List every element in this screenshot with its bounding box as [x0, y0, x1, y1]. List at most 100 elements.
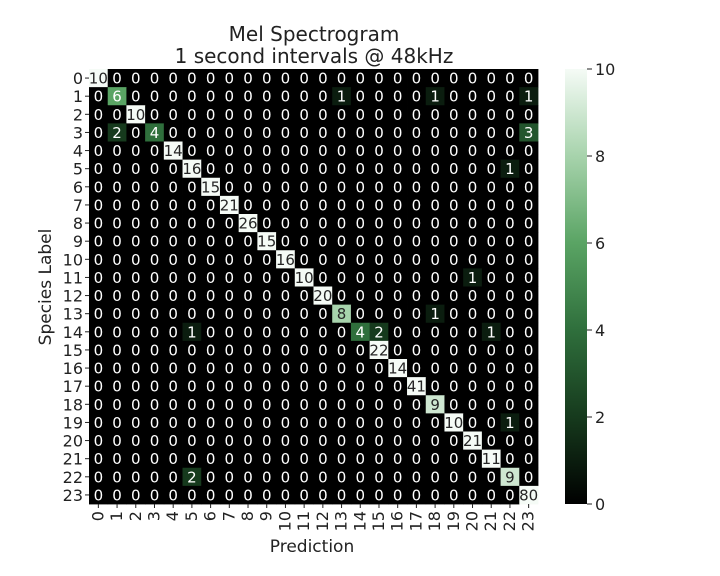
heatmap-cell	[294, 359, 314, 378]
cell-value-label: 0	[430, 178, 440, 196]
heatmap-cell	[313, 159, 333, 179]
heatmap-cell	[294, 467, 314, 487]
cell-value-label: 0	[486, 142, 496, 160]
heatmap-cell	[163, 268, 183, 287]
cell-value-label: 0	[243, 486, 253, 504]
heatmap-cell	[350, 467, 371, 487]
heatmap-cell	[388, 87, 408, 106]
heatmap-cell	[201, 304, 221, 324]
cell-value-label: 0	[299, 341, 309, 359]
heatmap-cell	[481, 141, 501, 161]
cell-value-label: 14	[388, 360, 407, 378]
cell-value-label: 0	[112, 486, 122, 504]
heatmap-cell	[182, 123, 202, 142]
x-tick-label: 1	[107, 511, 126, 521]
cell-value-label: 0	[94, 251, 104, 269]
heatmap-cell	[219, 250, 240, 269]
heatmap-cell	[425, 377, 445, 396]
cell-value-label: 20	[313, 287, 332, 305]
heatmap-cell	[332, 159, 352, 179]
cell-value-label: 0	[131, 450, 141, 468]
cell-value-label: 0	[318, 468, 328, 486]
heatmap-cell	[163, 159, 183, 179]
cell-value-label: 0	[168, 196, 178, 214]
cell-value-label: 0	[243, 341, 253, 359]
cell-value-label: 0	[225, 305, 235, 323]
heatmap-cell	[481, 359, 501, 378]
heatmap-cell	[350, 485, 371, 505]
cell-value-label: 0	[486, 414, 496, 432]
cell-value-label: 0	[393, 142, 403, 160]
cell-value-label: 0	[430, 450, 440, 468]
heatmap-cell	[407, 322, 427, 342]
heatmap-cell	[332, 87, 352, 106]
cell-value-label: 0	[262, 432, 272, 450]
heatmap-cell	[463, 123, 483, 142]
heatmap-cell	[89, 467, 109, 487]
heatmap-cell	[107, 177, 127, 197]
heatmap-cell	[276, 87, 296, 106]
cell-value-label: 0	[430, 215, 440, 233]
cell-value-label: 0	[318, 196, 328, 214]
heatmap-cell	[444, 123, 464, 142]
cell-value-label: 0	[393, 196, 403, 214]
cell-value-label: 0	[299, 287, 309, 305]
heatmap-cell	[369, 87, 389, 106]
cell-value-label: 0	[131, 468, 141, 486]
heatmap-cell	[425, 105, 445, 124]
cell-value-label: 0	[225, 233, 235, 251]
cell-value-label: 0	[412, 70, 422, 88]
heatmap-cell	[219, 141, 240, 161]
cell-value-label: 0	[412, 287, 422, 305]
heatmap-cell	[163, 250, 183, 269]
cell-value-label: 1	[505, 160, 515, 178]
cell-value-label: 0	[468, 305, 478, 323]
cell-value-label: 0	[524, 360, 534, 378]
cell-value-label: 0	[299, 70, 309, 88]
heatmap-cell	[257, 123, 277, 142]
cell-value-label: 0	[262, 124, 272, 142]
heatmap-cell	[481, 105, 501, 124]
heatmap-cell	[257, 268, 277, 287]
cell-value-label: 0	[299, 360, 309, 378]
cell-value-label: 0	[187, 360, 197, 378]
heatmap-cell	[276, 286, 296, 306]
cell-value-label: 0	[94, 360, 104, 378]
cell-value-label: 0	[262, 142, 272, 160]
cell-value-label: 0	[449, 160, 459, 178]
heatmap-cell	[500, 232, 520, 251]
heatmap-cell	[294, 195, 314, 215]
heatmap-cell	[388, 268, 408, 287]
cell-value-label: 0	[243, 269, 253, 287]
cell-value-label: 2	[112, 124, 122, 142]
heatmap-cell	[294, 105, 314, 124]
x-tick-label: 10	[275, 511, 294, 531]
cell-value-label: 0	[318, 396, 328, 414]
cell-value-label: 0	[243, 160, 253, 178]
heatmap-cell	[407, 141, 427, 161]
cell-value-label: 0	[337, 450, 347, 468]
chart-title-line-2: 1 second intervals @ 48kHz	[175, 44, 454, 68]
heatmap-cell	[519, 286, 539, 306]
cell-value-label: 0	[168, 450, 178, 468]
x-tick-label: 8	[238, 511, 257, 521]
cell-value-label: 0	[262, 88, 272, 106]
heatmap-cell	[407, 105, 427, 124]
cell-value-label: 0	[225, 160, 235, 178]
cell-value-label: 0	[112, 396, 122, 414]
cell-value-label: 0	[374, 142, 384, 160]
cell-value-label: 0	[206, 378, 216, 396]
heatmap-cell	[107, 214, 127, 233]
heatmap-cell	[313, 377, 333, 396]
heatmap-cell	[201, 123, 221, 142]
heatmap-cell	[369, 250, 389, 269]
cell-value-label: 0	[131, 251, 141, 269]
cell-value-label: 0	[449, 124, 459, 142]
heatmap-cell	[519, 250, 539, 269]
heatmap-cell	[519, 431, 539, 451]
y-tick-label: 8	[73, 214, 83, 233]
cell-value-label: 0	[281, 196, 291, 214]
cell-value-label: 0	[187, 215, 197, 233]
heatmap-cell	[145, 431, 165, 451]
cell-value-label: 0	[318, 251, 328, 269]
